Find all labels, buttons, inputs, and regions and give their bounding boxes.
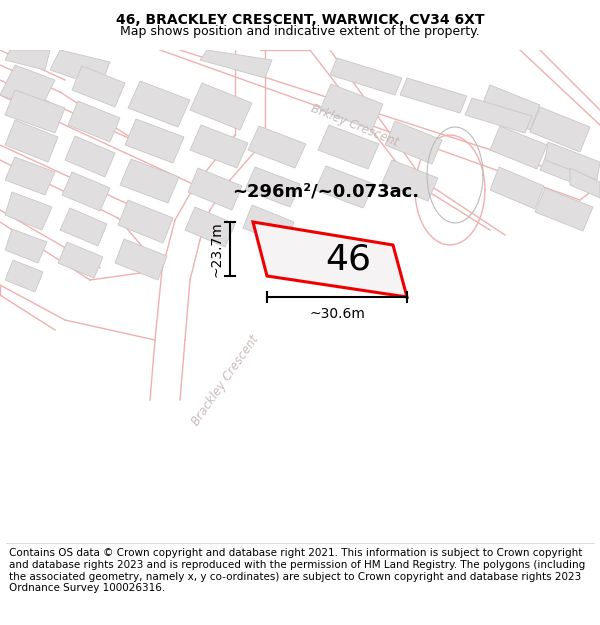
Polygon shape (5, 90, 65, 133)
Polygon shape (545, 142, 600, 180)
Polygon shape (5, 192, 52, 230)
Polygon shape (540, 146, 598, 189)
Polygon shape (248, 126, 306, 168)
Polygon shape (115, 239, 167, 280)
Polygon shape (5, 50, 50, 70)
Polygon shape (480, 85, 540, 130)
Polygon shape (128, 81, 190, 127)
Polygon shape (72, 66, 125, 107)
Text: ~23.7m: ~23.7m (209, 221, 223, 277)
Polygon shape (490, 126, 547, 169)
Polygon shape (185, 207, 235, 247)
Polygon shape (315, 166, 374, 208)
Polygon shape (65, 136, 115, 177)
Text: Brkley Crescent: Brkley Crescent (310, 101, 401, 149)
Polygon shape (60, 208, 107, 246)
Polygon shape (190, 125, 248, 168)
Polygon shape (125, 119, 184, 163)
Text: Map shows position and indicative extent of the property.: Map shows position and indicative extent… (120, 24, 480, 38)
Polygon shape (245, 167, 300, 207)
Polygon shape (530, 107, 590, 152)
Polygon shape (253, 222, 407, 297)
Polygon shape (50, 50, 110, 87)
Text: ~296m²/~0.073ac.: ~296m²/~0.073ac. (232, 182, 419, 200)
Polygon shape (243, 205, 294, 245)
Polygon shape (5, 120, 58, 162)
Polygon shape (490, 167, 544, 209)
Polygon shape (5, 229, 47, 263)
Polygon shape (535, 188, 593, 231)
Polygon shape (320, 84, 383, 130)
Polygon shape (330, 58, 402, 95)
Text: ~30.6m: ~30.6m (309, 307, 365, 321)
Polygon shape (570, 168, 600, 198)
Polygon shape (5, 260, 43, 292)
Polygon shape (188, 168, 242, 210)
Polygon shape (200, 50, 272, 78)
Polygon shape (190, 83, 252, 130)
Polygon shape (120, 159, 179, 203)
Text: 46: 46 (325, 243, 371, 277)
Polygon shape (465, 98, 532, 133)
Polygon shape (62, 172, 110, 211)
Polygon shape (382, 160, 438, 201)
Text: Contains OS data © Crown copyright and database right 2021. This information is : Contains OS data © Crown copyright and d… (9, 549, 585, 593)
Polygon shape (0, 65, 55, 110)
Polygon shape (5, 157, 55, 195)
Text: 46, BRACKLEY CRESCENT, WARWICK, CV34 6XT: 46, BRACKLEY CRESCENT, WARWICK, CV34 6XT (116, 12, 484, 26)
Polygon shape (400, 78, 467, 113)
Polygon shape (318, 125, 379, 169)
Polygon shape (385, 121, 442, 164)
Polygon shape (118, 200, 173, 243)
Polygon shape (68, 101, 120, 142)
Text: Brackley Crescent: Brackley Crescent (189, 332, 261, 428)
Polygon shape (58, 242, 103, 278)
